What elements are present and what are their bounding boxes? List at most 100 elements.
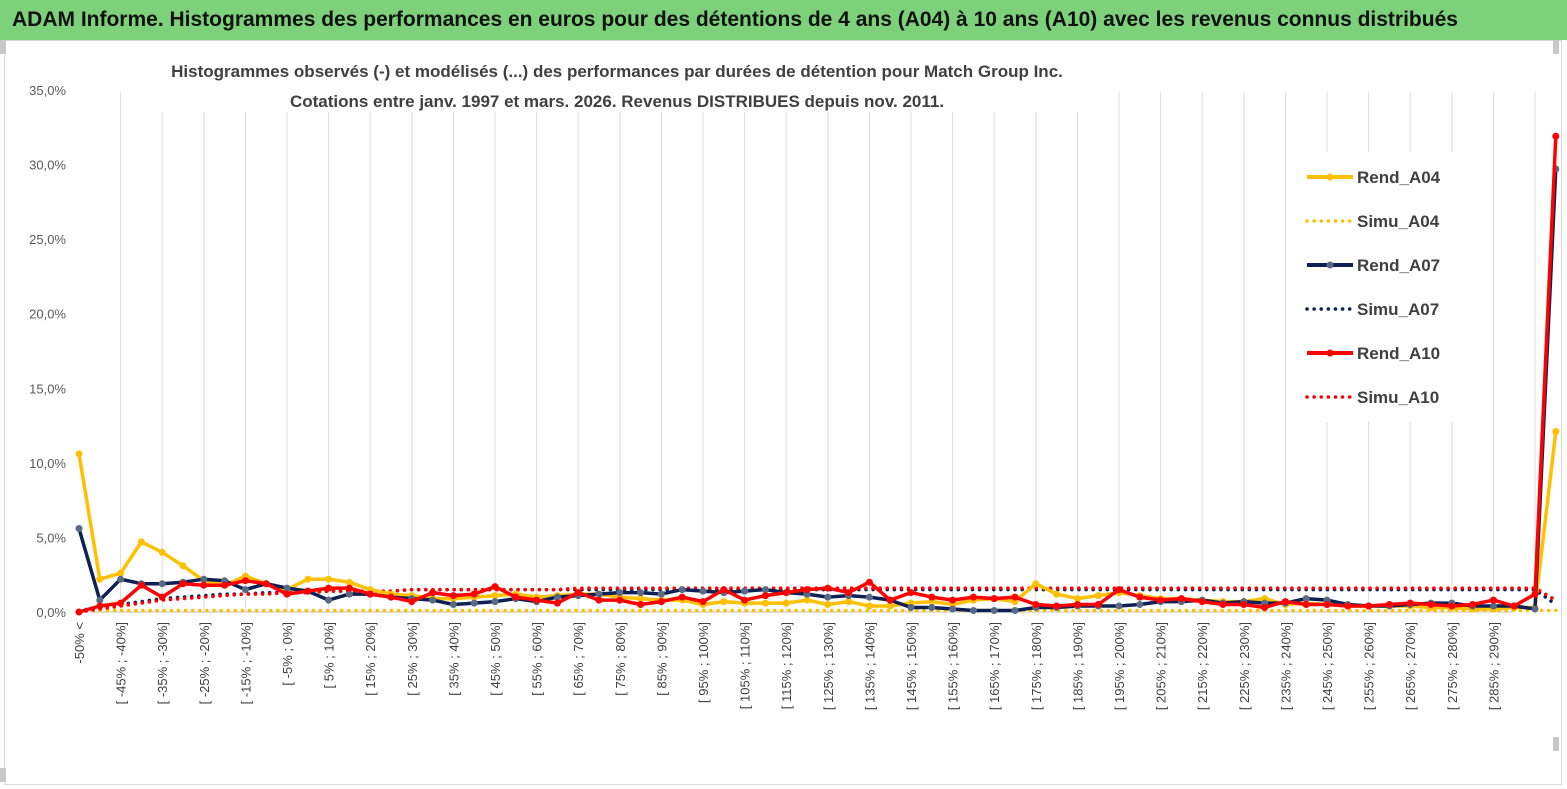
legend-box: [1294, 152, 1460, 422]
data-point-rend_a04: [803, 596, 811, 604]
data-point-rend_a04: [761, 599, 769, 607]
x-tick-label: -50% <: [72, 622, 87, 664]
y-tick-label: 5,0%: [36, 530, 66, 545]
data-point-rend_a07: [616, 589, 624, 597]
data-point-rend_a10: [803, 586, 811, 594]
x-tick-label: [ 125% ; 130%]: [821, 622, 836, 710]
x-tick-label: [ 165% ; 170%]: [987, 622, 1002, 710]
y-tick-label: 30,0%: [29, 158, 66, 173]
x-tick-label: [ 225% ; 230%]: [1237, 622, 1252, 710]
x-tick-label: [ 65% ; 70%]: [571, 622, 586, 696]
data-point-rend_a10: [1448, 602, 1456, 610]
data-point-rend_a04: [179, 562, 187, 570]
data-point-rend_a07: [553, 593, 561, 601]
x-tick-label: [ 95% ; 100%]: [696, 622, 711, 703]
data-point-rend_a04: [865, 602, 873, 610]
data-point-rend_a10: [1281, 598, 1289, 606]
data-point-rend_a04: [491, 592, 499, 600]
data-point-rend_a10: [637, 601, 645, 608]
frame-corner-marker: [0, 40, 6, 54]
data-point-rend_a10: [949, 596, 957, 604]
x-tick-label: [ 25% ; 30%]: [405, 622, 420, 696]
chart-title: Histogrammes observés (-) et modélisés (…: [152, 62, 1082, 82]
data-point-rend_a10: [491, 583, 499, 591]
data-point-rend_a10: [969, 593, 977, 601]
data-point-rend_a07: [283, 584, 291, 592]
data-point-rend_a10: [262, 580, 270, 588]
data-point-rend_a07: [491, 598, 499, 606]
y-tick-label: 20,0%: [29, 307, 66, 322]
data-point-rend_a07: [96, 596, 104, 604]
x-tick-label: [ 265% ; 270%]: [1403, 622, 1418, 710]
data-point-rend_a07: [1011, 607, 1019, 614]
data-point-rend_a07: [657, 590, 665, 598]
data-point-rend_a07: [637, 589, 645, 597]
data-point-rend_a07: [949, 605, 957, 613]
data-point-rend_a10: [553, 599, 561, 607]
legend-marker: [1326, 173, 1334, 181]
x-tick-label: [ 55% ; 60%]: [530, 622, 545, 696]
data-point-rend_a10: [1157, 596, 1165, 604]
data-point-rend_a04: [720, 598, 728, 606]
data-point-rend_a10: [75, 608, 83, 616]
data-point-rend_a10: [1240, 601, 1248, 608]
x-tick-label: [ 245% ; 250%]: [1320, 622, 1335, 710]
data-point-rend_a10: [1323, 601, 1331, 608]
data-point-rend_a07: [345, 590, 353, 598]
x-tick-label: [ -5% ; 0%]: [280, 622, 295, 686]
data-point-rend_a04: [637, 595, 645, 603]
data-point-rend_a07: [761, 586, 769, 594]
x-tick-label: [ 195% ; 200%]: [1112, 622, 1127, 710]
data-point-rend_a07: [200, 575, 208, 583]
data-point-rend_a10: [1011, 593, 1019, 601]
data-point-rend_a10: [741, 596, 749, 604]
x-tick-label: [ -45% ; -40%]: [114, 622, 129, 704]
data-point-rend_a10: [200, 581, 208, 589]
data-point-rend_a07: [595, 590, 603, 598]
data-point-rend_a10: [429, 589, 437, 597]
data-point-rend_a10: [1469, 601, 1477, 608]
data-point-rend_a10: [990, 595, 998, 603]
data-point-rend_a10: [1302, 601, 1310, 608]
data-point-rend_a10: [345, 584, 353, 592]
data-point-rend_a10: [1032, 601, 1040, 608]
data-point-rend_a10: [96, 602, 104, 610]
data-point-rend_a10: [782, 589, 790, 597]
x-tick-label: [ 235% ; 240%]: [1278, 622, 1293, 710]
data-point-rend_a10: [158, 593, 166, 601]
data-point-rend_a04: [886, 602, 894, 610]
y-tick-label: 10,0%: [29, 456, 66, 471]
legend-label: Rend_A04: [1357, 168, 1441, 187]
data-point-rend_a04: [75, 450, 83, 458]
data-point-rend_a10: [616, 596, 624, 604]
data-point-rend_a04: [325, 575, 333, 583]
x-tick-label: [ 285% ; 290%]: [1486, 622, 1501, 710]
data-point-rend_a10: [699, 598, 707, 606]
data-point-rend_a07: [117, 575, 125, 583]
data-point-rend_a10: [1531, 590, 1539, 598]
data-point-rend_a10: [1510, 602, 1518, 610]
data-point-rend_a04: [782, 599, 790, 607]
data-point-rend_a04: [137, 538, 145, 546]
data-point-rend_a10: [1385, 601, 1393, 608]
data-point-rend_a07: [865, 593, 873, 601]
data-point-rend_a07: [1115, 602, 1123, 610]
data-point-rend_a10: [241, 577, 249, 585]
x-tick-label: [ 255% ; 260%]: [1362, 622, 1377, 710]
data-point-rend_a04: [96, 575, 104, 583]
data-point-rend_a07: [1302, 595, 1310, 603]
data-point-rend_a10: [470, 590, 478, 598]
data-point-rend_a04: [345, 578, 353, 586]
series-line-rend_a04: [77, 431, 1558, 611]
chart-subtitle: Cotations entre janv. 1997 et mars. 2026…: [152, 92, 1082, 112]
data-point-rend_a04: [1032, 580, 1040, 588]
data-point-rend_a10: [657, 598, 665, 606]
data-point-rend_a07: [1136, 601, 1144, 608]
data-point-rend_a04: [117, 569, 125, 577]
data-point-rend_a07: [158, 580, 166, 588]
data-point-rend_a10: [1261, 604, 1269, 611]
data-point-rend_a10: [1344, 602, 1352, 610]
legend-label: Simu_A07: [1357, 300, 1439, 319]
data-point-rend_a04: [1073, 595, 1081, 603]
